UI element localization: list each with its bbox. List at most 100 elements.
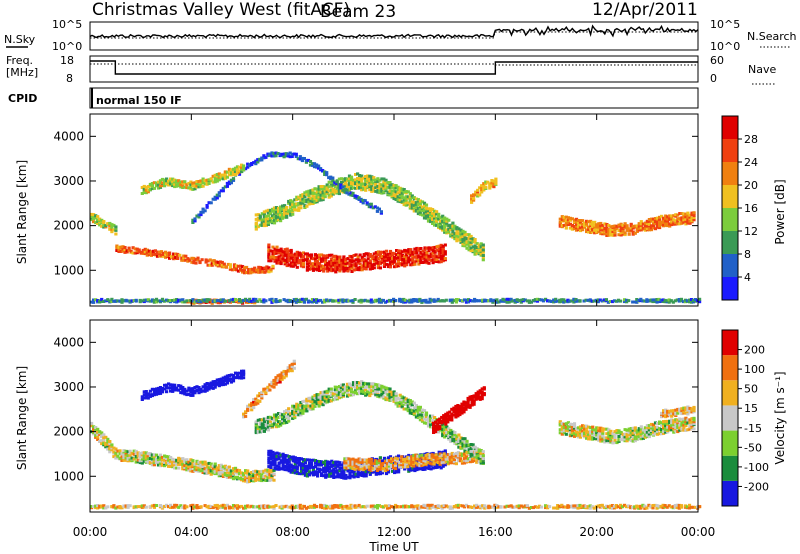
scatter-cell	[444, 455, 448, 459]
scatter-cell	[331, 179, 335, 183]
scatter-cell	[347, 176, 352, 180]
scatter-cell	[147, 249, 151, 253]
scatter-cell	[418, 454, 422, 458]
scatter-cell	[295, 195, 299, 199]
scatter-cell	[217, 174, 221, 178]
scatter-cell	[301, 265, 305, 269]
scatter-cell	[343, 184, 347, 188]
scatter-cell	[471, 299, 475, 303]
scatter-cell	[264, 214, 268, 218]
scatter-cell	[242, 477, 246, 481]
scatter-cell	[240, 163, 244, 167]
scatter-cell	[451, 226, 455, 230]
scatter-cell	[167, 382, 171, 386]
scatter-cell	[267, 252, 271, 256]
scatter-cell	[326, 469, 330, 473]
scatter-cell	[262, 420, 266, 424]
scatter-cell	[588, 298, 592, 302]
scatter-cell	[205, 299, 209, 303]
scatter-cell	[199, 213, 203, 217]
scatter-cell	[407, 256, 411, 260]
scatter-cell	[187, 468, 191, 472]
scatter-cell	[345, 179, 350, 183]
scatter-cell	[311, 202, 315, 205]
scatter-cell	[366, 264, 370, 268]
scatter-cell	[426, 422, 431, 426]
scatter-cell	[256, 218, 260, 222]
scatter-cell	[351, 191, 355, 195]
scatter-cell	[267, 456, 271, 460]
scatter-cell	[336, 255, 340, 259]
scatter-cell	[316, 254, 320, 258]
scatter-cell	[609, 225, 613, 229]
scatter-cell	[635, 228, 639, 232]
scatter-cell	[497, 300, 501, 304]
scatter-cell	[260, 429, 264, 433]
scatter-cell	[355, 462, 359, 465]
nave-label: Nave	[748, 63, 776, 76]
scatter-cell	[327, 185, 331, 189]
scatter-cell	[334, 463, 338, 467]
scatter-cell	[272, 206, 277, 210]
scatter-cell	[503, 298, 507, 302]
scatter-cell	[124, 449, 128, 453]
scatter-cell	[424, 455, 428, 459]
scatter-cell	[209, 179, 213, 183]
scatter-cell	[266, 420, 270, 424]
scatter-cell	[420, 460, 424, 463]
scatter-cell	[433, 245, 437, 249]
scatter-cell	[360, 474, 364, 477]
scatter-cell	[278, 299, 282, 303]
scatter-cell	[554, 297, 558, 301]
scatter-cell	[390, 398, 394, 402]
scatter-cell	[102, 223, 106, 227]
scatter-cell	[131, 251, 135, 255]
scatter-cell	[678, 217, 682, 221]
scatter-cell	[376, 472, 380, 476]
scatter-cell	[221, 470, 225, 474]
scatter-cell	[380, 389, 384, 393]
scatter-cell	[158, 391, 163, 395]
scatter-cell	[281, 250, 285, 254]
scatter-cell	[459, 228, 463, 232]
scatter-cell	[625, 228, 629, 232]
scatter-cell	[313, 459, 318, 462]
scatter-cell	[457, 440, 461, 444]
scatter-cell	[182, 254, 186, 258]
scatter-cell	[145, 253, 149, 257]
scatter-cell	[408, 461, 412, 465]
scatter-cell	[152, 298, 156, 302]
scatter-cell	[343, 186, 347, 190]
scatter-cell	[619, 233, 623, 237]
scatter-cell	[686, 221, 690, 225]
scatter-cell	[406, 398, 410, 402]
scatter-cell	[647, 299, 651, 303]
scatter-cell	[213, 467, 217, 471]
scatter-cell	[410, 455, 414, 459]
scatter-cell	[609, 230, 613, 234]
scatter-cell	[333, 181, 337, 185]
scatter-cell	[205, 178, 209, 182]
scatter-cell	[299, 198, 303, 202]
scatter-cell	[297, 405, 301, 409]
scatter-cell	[149, 253, 153, 257]
scatter-cell	[596, 298, 600, 302]
scatter-cell	[578, 219, 583, 222]
scatter-cell	[140, 395, 144, 399]
scatter-cell	[372, 263, 376, 266]
scatter-cell	[313, 198, 317, 202]
scatter-cell	[451, 435, 455, 439]
scatter-cell	[469, 299, 473, 303]
scatter-cell	[340, 263, 344, 267]
scatter-cell	[277, 457, 281, 460]
scatter-cell	[356, 184, 360, 188]
scatter-cell	[275, 251, 279, 255]
scatter-cell	[179, 183, 183, 187]
scatter-cell	[273, 463, 277, 467]
scatter-cell	[429, 417, 433, 421]
scatter-cell	[108, 440, 112, 443]
scatter-cell	[275, 467, 279, 471]
scatter-cell	[613, 224, 617, 228]
scatter-cell	[388, 249, 393, 253]
